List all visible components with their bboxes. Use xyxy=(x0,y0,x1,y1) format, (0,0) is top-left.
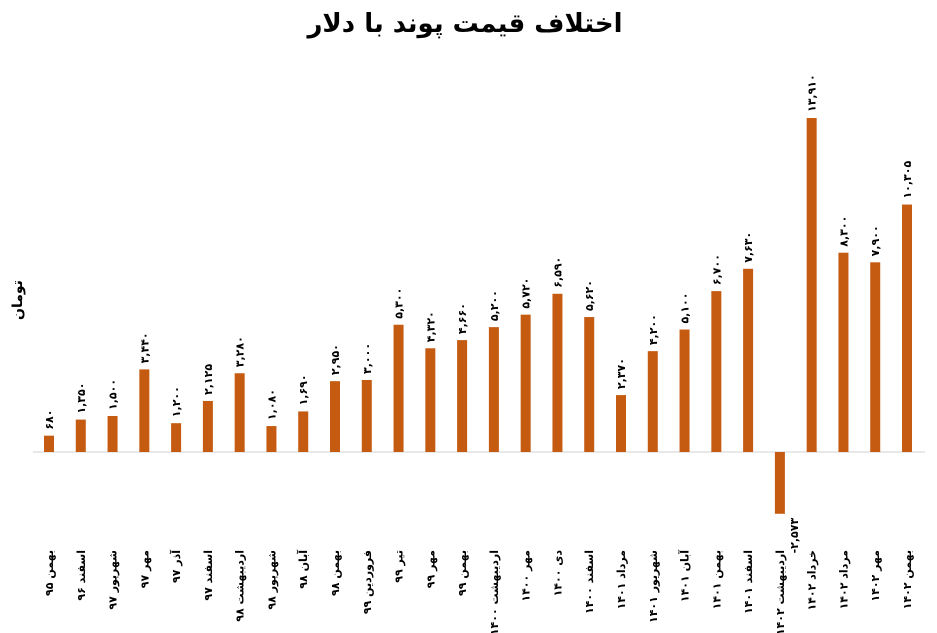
bar xyxy=(806,118,817,452)
bar xyxy=(44,435,54,452)
value-label: ۱۳,۹۱۰ xyxy=(806,74,819,112)
x-tick-label: فروردین ۹۹ xyxy=(361,550,374,614)
bar xyxy=(393,324,404,452)
bar xyxy=(774,452,785,514)
x-tick-label: آبان ۱۴۰۱ xyxy=(678,550,692,602)
bar xyxy=(457,340,468,452)
bar xyxy=(361,379,372,452)
x-tick-label: مهر ۱۴۰۲ xyxy=(869,550,882,602)
x-tick-label: مرداد ۱۴۰۲ xyxy=(837,550,850,609)
value-label: ۲,۳۷۰ xyxy=(615,358,628,389)
x-tick-label: شهریور ۱۴۰۱ xyxy=(647,550,660,623)
x-tick-label: بهمن ۹۵ xyxy=(43,550,56,596)
x-tick-label: دی ۱۴۰۰ xyxy=(551,550,564,597)
x-tick-label: اردیبهشت ۱۴۰۲ xyxy=(774,550,787,633)
value-label: ۳,۴۴۰ xyxy=(138,332,151,363)
bar xyxy=(647,351,658,452)
value-label: -۲,۵۷۳ xyxy=(788,518,801,554)
bar xyxy=(743,268,754,452)
x-tick-label: خرداد ۱۴۰۲ xyxy=(806,550,819,611)
value-label: ۴,۲۰۰ xyxy=(647,314,660,345)
value-label: ۵,۶۲۰ xyxy=(583,280,596,311)
value-label: ۶,۵۹۰ xyxy=(551,257,564,288)
x-tick-label: اسفند ۹۷ xyxy=(202,550,215,601)
bar xyxy=(838,252,849,452)
bar xyxy=(679,329,690,452)
value-label: ۵,۷۲۰ xyxy=(520,278,533,309)
value-label: ۳,۲۸۰ xyxy=(234,336,247,367)
value-label: ۴,۶۶۰ xyxy=(456,303,469,334)
value-label: ۶۸۰ xyxy=(43,410,56,430)
bar xyxy=(425,348,436,452)
y-axis-label: تومان xyxy=(10,280,26,320)
bar xyxy=(711,291,722,452)
value-label: ۱,۵۰۰ xyxy=(107,379,120,410)
value-label: ۱,۲۰۰ xyxy=(170,386,183,417)
x-tick-label: مهر ۹۷ xyxy=(138,550,151,588)
x-tick-label: بهمن ۱۴۰۱ xyxy=(710,550,723,609)
x-tick-label: اردیبهشت ۹۸ xyxy=(234,550,247,622)
bar xyxy=(330,381,340,452)
bar xyxy=(616,395,626,452)
bar xyxy=(266,426,277,452)
bar xyxy=(75,419,86,452)
bar xyxy=(488,327,499,452)
value-label: ۴,۳۲۰ xyxy=(424,311,437,342)
value-label: ۷,۹۰۰ xyxy=(869,225,882,256)
value-label: ۸,۳۰۰ xyxy=(837,216,850,247)
bar xyxy=(234,373,245,452)
x-tick-label: بهمن ۱۴۰۲ xyxy=(901,550,914,609)
bar xyxy=(298,411,309,452)
bar xyxy=(870,262,881,452)
x-tick-label: آبان ۹۸ xyxy=(296,550,310,589)
bar xyxy=(902,204,912,452)
value-label: ۲,۹۵۰ xyxy=(329,344,342,375)
value-label: ۶,۷۰۰ xyxy=(710,254,723,285)
bar xyxy=(107,415,118,452)
bar xyxy=(552,293,563,452)
x-tick-label: شهریور ۹۷ xyxy=(107,550,120,610)
x-tick-label: مرداد ۱۴۰۱ xyxy=(615,550,628,609)
x-tick-label: اسفند ۹۶ xyxy=(75,550,88,601)
x-tick-label: اسفند ۱۴۰۱ xyxy=(742,550,755,614)
value-label: ۱۰,۳۰۵ xyxy=(901,161,914,199)
value-label: ۱,۰۸۰ xyxy=(265,389,278,420)
x-tick-label: اسفند ۱۴۰۰ xyxy=(583,550,596,614)
value-label: ۲,۱۲۵ xyxy=(202,364,215,395)
value-label: ۷,۶۳۰ xyxy=(742,232,755,263)
value-label: ۵,۱۰۰ xyxy=(679,292,692,323)
value-label: ۳,۰۰۰ xyxy=(361,343,374,374)
value-label: ۵,۲۰۰ xyxy=(488,290,501,321)
bar xyxy=(202,400,213,452)
x-tick-label: اردیبهشت ۱۴۰۰ xyxy=(488,550,501,633)
x-tick-label: مهر ۱۴۰۰ xyxy=(520,550,533,602)
bar xyxy=(139,369,150,452)
value-label: ۵,۳۰۰ xyxy=(393,288,406,319)
x-tick-label: تیر ۹۹ xyxy=(393,550,406,583)
bar xyxy=(584,317,595,452)
x-tick-label: آذر ۹۷ xyxy=(169,550,183,583)
x-tick-label: شهریور ۹۸ xyxy=(265,550,278,610)
bar xyxy=(520,314,531,452)
value-label: ۱,۳۵۰ xyxy=(75,383,88,414)
x-tick-label: بهمن ۹۹ xyxy=(456,550,469,596)
value-label: ۱,۶۹۰ xyxy=(297,374,310,405)
chart-title: اختلاف قیمت پوند با دلار xyxy=(305,9,622,39)
bar xyxy=(171,423,182,452)
x-tick-label: بهمن ۹۸ xyxy=(329,550,342,596)
x-tick-label: مهر ۹۹ xyxy=(424,550,437,588)
